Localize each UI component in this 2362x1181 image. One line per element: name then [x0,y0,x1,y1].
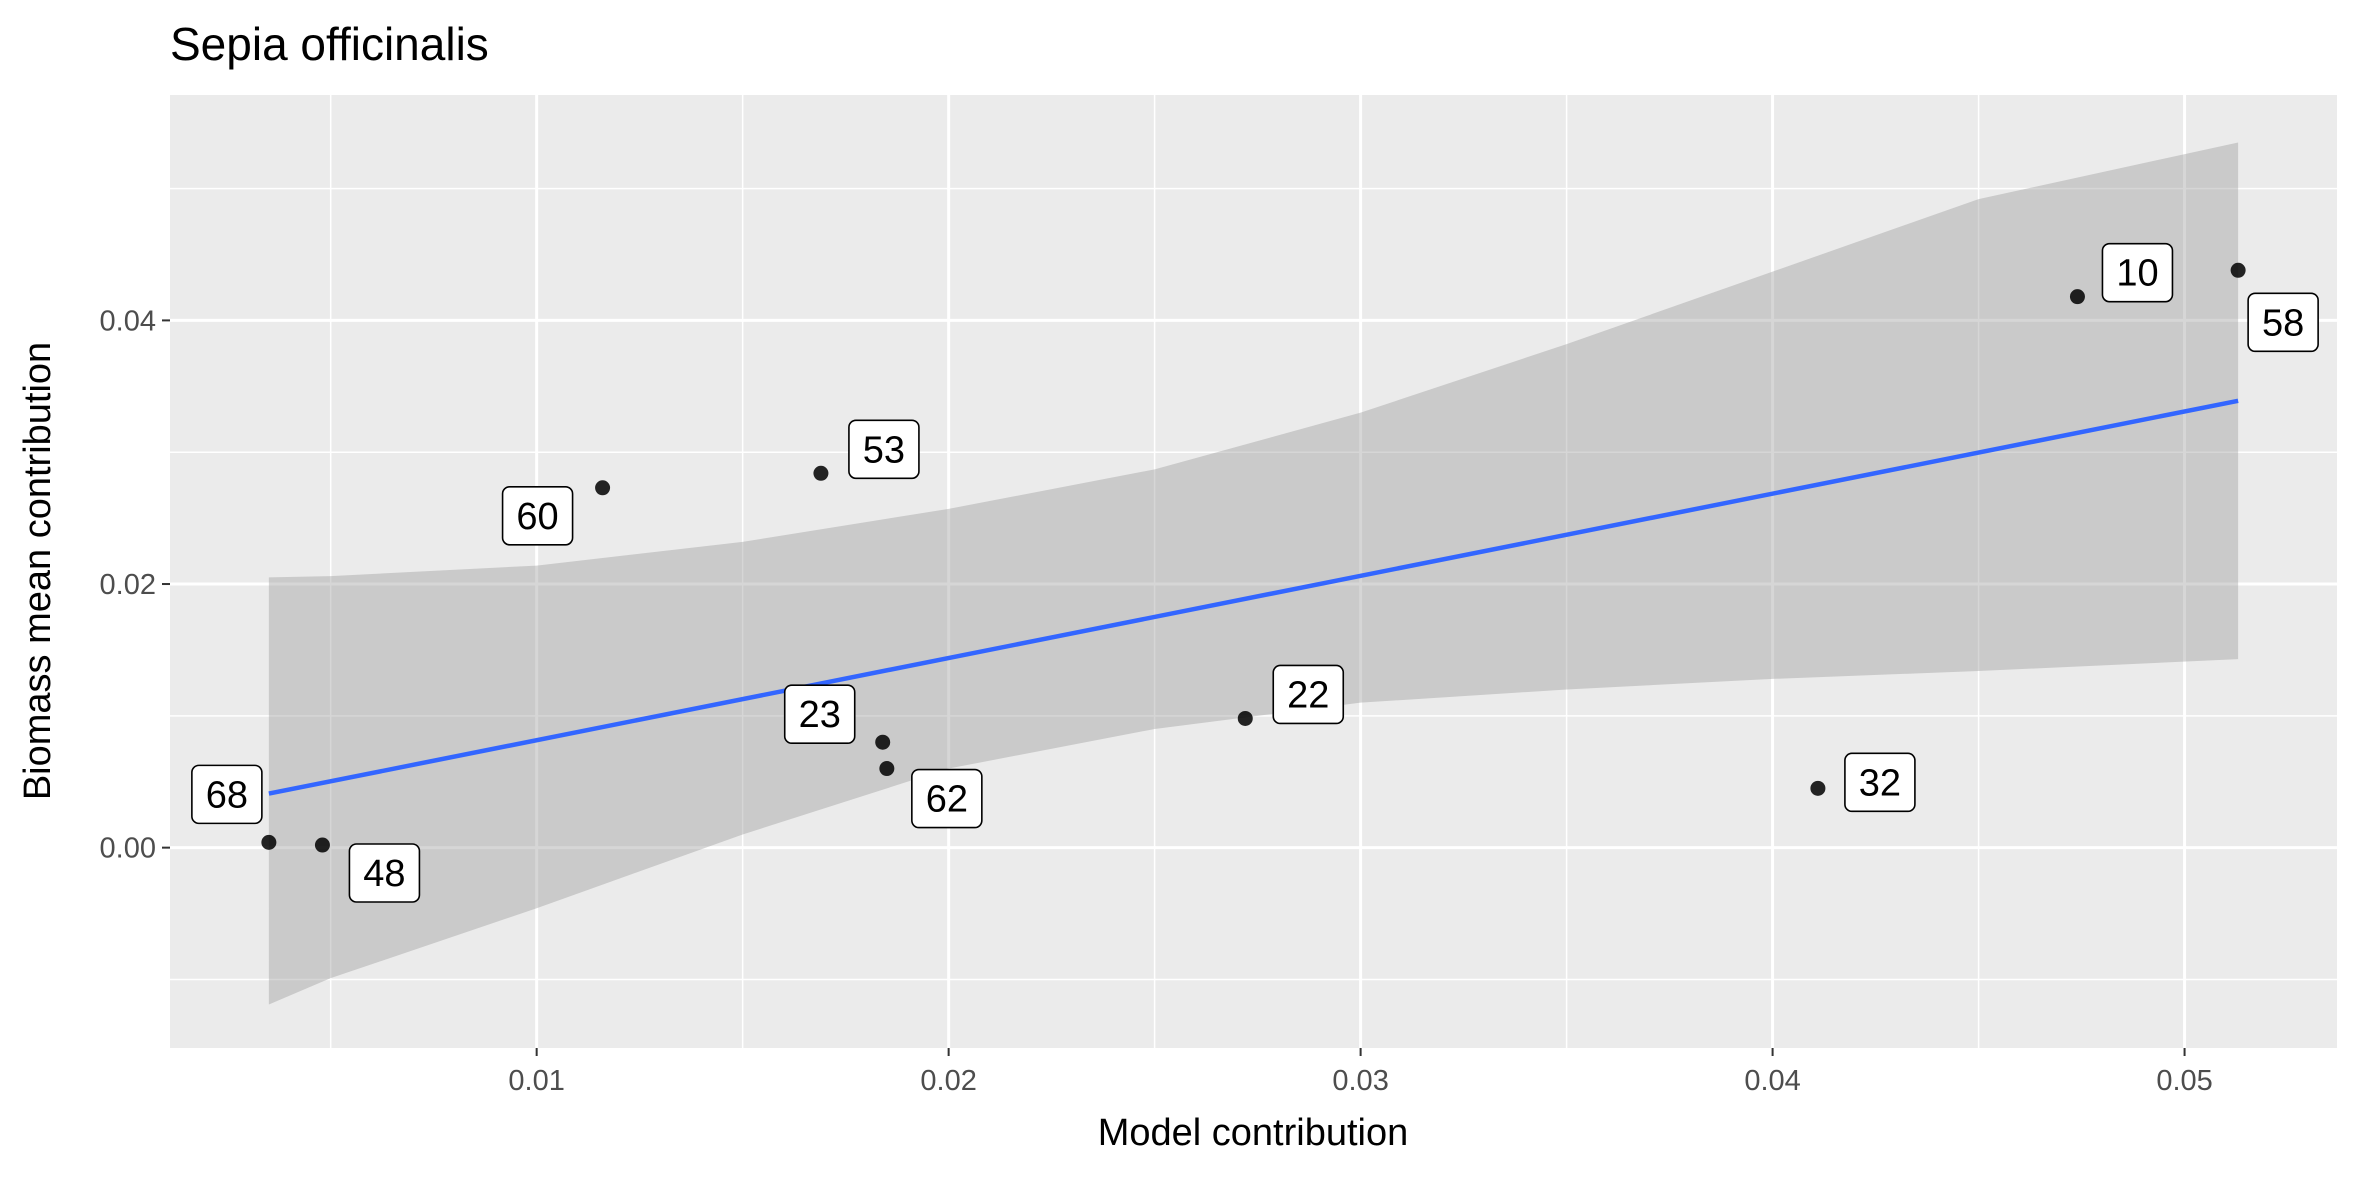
data-point-53 [813,465,829,481]
point-label-box [191,764,263,825]
y-tick-label: 0.04 [100,305,156,337]
data-point-23 [875,734,891,750]
point-label-box [1272,664,1345,725]
point-label-60: 60 [501,485,574,546]
point-label-10: 10 [2101,242,2174,303]
point-label-53: 53 [848,419,920,480]
y-tick-label: 0.02 [100,569,156,601]
data-point-62 [879,761,895,777]
confidence-ribbon [268,142,2239,1005]
point-label-box [2247,292,2319,353]
x-tick-label: 0.04 [1744,1065,1800,1097]
y-axis-ticks: 0.00 0.02 0.04 [100,305,170,865]
point-label-62: 62 [911,768,983,829]
point-label-23: 23 [783,684,856,744]
point-labels: 10 58 53 60 22 23 62 32 68 48 [191,242,2319,903]
point-label-text: 53 [863,429,905,471]
data-point-68 [261,834,277,850]
chart-title: Sepia officinalis [170,18,489,70]
data-points [261,262,2246,853]
regression-line-layer [268,398,2239,796]
regression-line [268,398,2239,796]
x-axis-ticks: 0.01 0.02 0.03 0.04 0.05 [508,1048,2213,1097]
point-label-68: 68 [191,764,263,825]
point-label-22: 22 [1272,664,1345,725]
point-label-box [348,843,421,903]
x-tick-label: 0.05 [2156,1065,2212,1097]
point-label-box [783,684,856,744]
minor-gridlines [170,95,2337,1048]
data-point-48 [314,837,330,853]
point-label-text: 10 [2116,253,2158,295]
point-label-text: 22 [1287,674,1329,716]
data-point-32 [1810,780,1826,796]
point-label-box [911,768,983,829]
y-axis-title: Biomass mean contribution [17,342,59,800]
x-tick-label: 0.03 [1332,1065,1388,1097]
point-label-text: 58 [2262,302,2304,344]
x-tick-label: 0.01 [508,1065,564,1097]
point-label-box [2101,242,2174,303]
confidence-ribbon-layer [268,142,2239,1005]
point-label-text: 62 [926,779,968,821]
point-label-58: 58 [2247,292,2319,353]
x-tick-label: 0.02 [920,1065,976,1097]
point-label-32: 32 [1844,752,1916,813]
point-label-text: 23 [799,694,841,736]
x-axis-title: Model contribution [1098,1112,1409,1154]
data-point-60 [595,480,611,496]
y-tick-label: 0.00 [100,833,156,865]
point-label-48: 48 [348,843,421,903]
data-point-10 [2069,289,2085,305]
point-label-box [501,485,574,546]
data-point-58 [2230,262,2246,278]
point-label-text: 68 [206,774,248,816]
data-point-22 [1237,710,1253,726]
plot-panel [170,95,2337,1048]
point-label-box [1844,752,1916,813]
point-label-text: 48 [363,853,405,895]
major-gridlines [170,95,2337,1048]
point-label-text: 60 [516,496,558,538]
point-label-text: 32 [1859,762,1901,804]
point-label-box [848,419,920,480]
